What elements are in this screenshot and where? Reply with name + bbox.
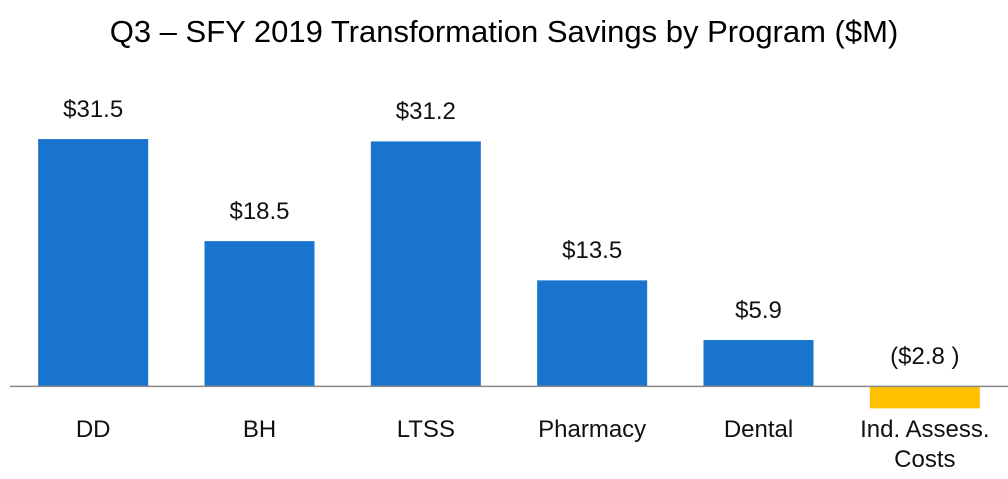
chart-title: Q3 – SFY 2019 Transformation Savings by … <box>109 14 899 49</box>
x-tick-label: Ind. Assess. Costs <box>860 416 990 473</box>
x-tick-label: Dental <box>723 416 794 443</box>
value-label: $13.5 <box>562 237 623 265</box>
value-label: ($2.8 ) <box>890 343 960 371</box>
x-tick-label: DD <box>75 416 111 443</box>
value-label: $18.5 <box>229 198 290 226</box>
x-tick-label: LTSS <box>396 416 455 443</box>
value-label: $31.2 <box>395 98 456 126</box>
bar <box>38 139 149 387</box>
bar <box>703 340 814 387</box>
bar <box>370 141 481 387</box>
bar <box>869 386 980 409</box>
x-tick-label: BH <box>242 416 277 443</box>
bar <box>537 280 648 387</box>
value-label: $5.9 <box>735 297 782 325</box>
bar <box>204 241 315 387</box>
x-tick-label: Pharmacy <box>538 416 647 443</box>
value-label: $31.5 <box>63 96 124 124</box>
